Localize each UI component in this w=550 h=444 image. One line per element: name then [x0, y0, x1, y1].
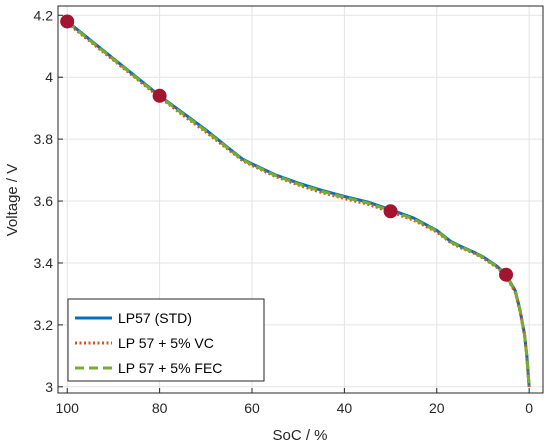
- legend: LP57 (STD) LP 57 + 5% VC LP 57 + 5% FEC: [67, 298, 265, 382]
- legend-item-vc: LP 57 + 5% VC: [75, 335, 214, 351]
- y-tick-label: 4: [45, 69, 53, 85]
- plot-frame: [57, 5, 544, 394]
- legend-label-std: LP57 (STD): [118, 310, 192, 326]
- y-tick-label: 3: [45, 379, 53, 395]
- marker-layer: [60, 14, 514, 282]
- x-tick-label: 100: [56, 400, 80, 416]
- y-tick-label: 3.2: [34, 317, 54, 333]
- x-tick-label: 80: [152, 400, 168, 416]
- legend-item-std: LP57 (STD): [75, 310, 192, 326]
- legend-label-vc: LP 57 + 5% VC: [118, 335, 214, 351]
- y-tick-label: 3.4: [34, 255, 54, 271]
- soc-marker: [60, 14, 75, 29]
- legend-label-fec: LP 57 + 5% FEC: [118, 360, 222, 376]
- y-tick-label: 4.2: [34, 7, 54, 23]
- x-tick-label: 0: [525, 400, 533, 416]
- x-axis-label: SoC / %: [272, 427, 327, 444]
- soc-marker: [499, 267, 514, 282]
- x-tick-label: 20: [429, 400, 445, 416]
- x-tick-label: 60: [244, 400, 260, 416]
- y-axis-ticks: 3 3.2 3.4 3.6 3.8 4 4.2: [34, 7, 63, 395]
- y-axis-label: Voltage / V: [4, 164, 21, 237]
- y-tick-label: 3.6: [34, 193, 54, 209]
- y-tick-label: 3.8: [34, 131, 54, 147]
- x-tick-label: 40: [337, 400, 353, 416]
- soc-marker: [383, 204, 398, 219]
- soc-marker: [152, 88, 167, 103]
- legend-item-fec: LP 57 + 5% FEC: [75, 360, 222, 376]
- x-axis-ticks: 100 80 60 40 20 0: [56, 388, 533, 416]
- legend-box: [67, 298, 265, 382]
